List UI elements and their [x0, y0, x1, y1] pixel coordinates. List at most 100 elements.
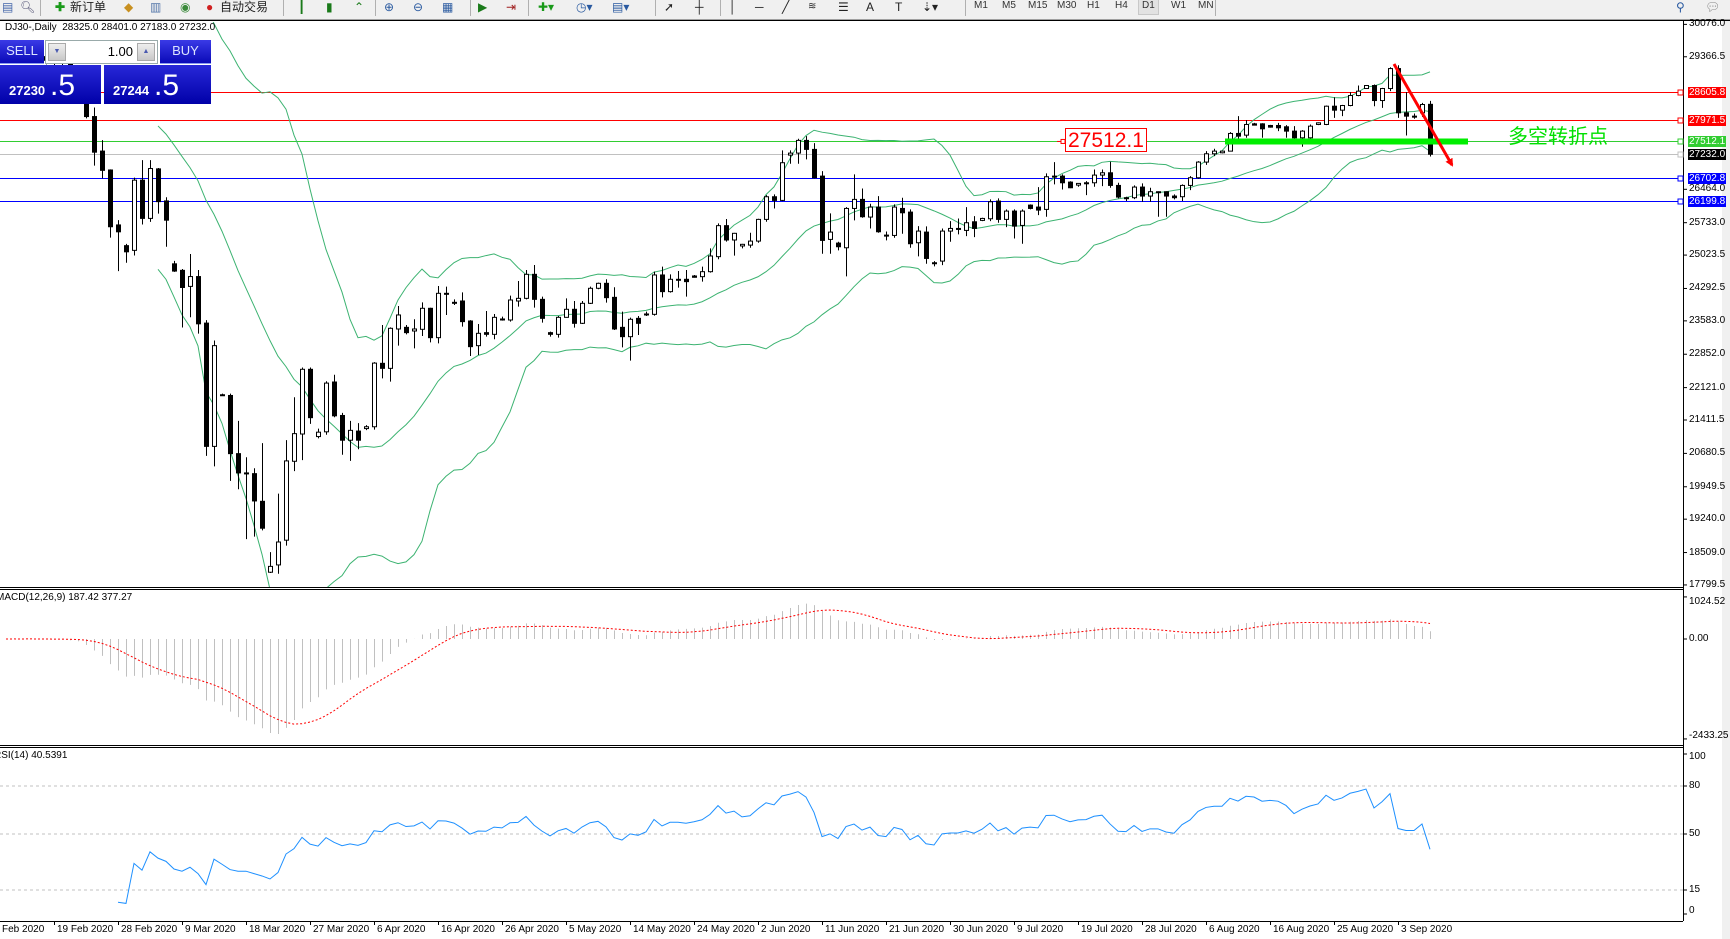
channel-icon[interactable]: ☰ [838, 0, 849, 14]
chart-shift-icon[interactable]: ⇥ [506, 0, 517, 14]
templates-icon[interactable]: ▤▾ [612, 0, 630, 14]
lot-decrease-icon[interactable]: ▼ [48, 43, 66, 61]
timeframe-m15[interactable]: M15 [1028, 0, 1048, 11]
indicators-icon[interactable]: ✚▾ [538, 0, 555, 14]
toolbar-separator [40, 0, 41, 16]
zoom-window-icon[interactable]: 🔍︎ [20, 0, 36, 14]
price-axis-label: 22852.0 [1689, 348, 1726, 360]
search-icon[interactable]: ⚲ [1676, 0, 1685, 14]
candle-bear [332, 381, 337, 417]
macd-pane [5, 603, 1431, 734]
timeframe-mn[interactable]: MN [1198, 0, 1214, 11]
buy-button[interactable]: BUY [160, 40, 211, 64]
bar-chart-icon[interactable]: ┃ [298, 0, 306, 14]
date-axis-label: 28 Feb 2020 [121, 924, 178, 935]
timeframe-m1[interactable]: M1 [974, 0, 988, 11]
candle-bull [796, 139, 801, 154]
line-chart-icon[interactable]: ⌃ [354, 0, 365, 14]
cursor-icon[interactable]: ➚ [664, 0, 675, 14]
candle-bull [1324, 105, 1329, 125]
vertical-line-icon[interactable]: │ [729, 0, 737, 14]
timeframe-w1[interactable]: W1 [1171, 0, 1186, 11]
signals-icon[interactable]: ◉ [180, 0, 191, 14]
pane-frames [0, 20, 1730, 939]
autotrading-button[interactable]: 自动交易 [220, 0, 269, 14]
chat-icon[interactable]: 💬︎ [1705, 0, 1721, 14]
macd-signal-line [5, 609, 1431, 725]
price-axis-label: 17799.5 [1689, 578, 1726, 590]
horizontal-line-icon[interactable]: ─ [755, 0, 764, 14]
navigator-icon[interactable]: ▥ [150, 0, 162, 14]
symbol-label: DJ30-,Daily [5, 22, 57, 33]
lot-size-stepper[interactable]: ▼ 1.00 ▲ [45, 40, 158, 64]
market-watch-icon[interactable]: ◆ [124, 0, 134, 14]
date-axis-label: 9 Mar 2020 [185, 924, 236, 935]
candle-bull [212, 345, 217, 447]
candle-bear [1140, 186, 1145, 197]
lot-increase-icon[interactable]: ▲ [137, 43, 155, 61]
candlestick-icon[interactable]: ▮ [326, 0, 333, 14]
candle-bull [980, 217, 985, 221]
level-price-label[interactable]: 27512.1 [1065, 128, 1147, 152]
timeframe-h4[interactable]: H4 [1115, 0, 1128, 11]
zoom-out-icon[interactable]: ⊖ [413, 0, 424, 14]
candle-bull [348, 429, 353, 441]
date-axis-label: 28 Jul 2020 [1145, 924, 1197, 935]
candle-bull [492, 316, 497, 335]
candle-bear [1116, 184, 1121, 198]
candle-bear [260, 500, 265, 529]
autoscroll-icon[interactable]: ▶ [478, 0, 488, 14]
zoom-in-icon[interactable]: ⊕ [384, 0, 395, 14]
candle-bull [524, 273, 529, 299]
level-anchor-icon [1677, 175, 1684, 182]
candle-bull [420, 307, 425, 330]
level-price-tag: 27232.0 [1688, 148, 1727, 160]
candle-bull [668, 278, 673, 293]
tile-windows-icon[interactable]: ▦ [442, 0, 454, 14]
candle-bull [964, 222, 969, 231]
text-icon[interactable]: A [866, 0, 875, 14]
buy-price-box[interactable]: 27244 .5 [104, 65, 211, 104]
crosshair-icon[interactable]: ┼ [695, 0, 704, 14]
toolbar-separator [528, 0, 529, 16]
candle-bull [1188, 177, 1193, 186]
rsi-axis-label: 50 [1689, 828, 1701, 839]
lot-size-input[interactable]: 1.00 [107, 44, 133, 59]
timeframe-d1[interactable]: D1 [1138, 0, 1159, 15]
timeframe-h1[interactable]: H1 [1087, 0, 1100, 11]
timeframe-m5[interactable]: M5 [1002, 0, 1016, 11]
candle-bull [364, 426, 369, 430]
sell-button[interactable]: SELL [0, 40, 44, 64]
new-order-plus-icon: ✚ [55, 0, 66, 14]
candle-bull [1340, 105, 1345, 111]
candle-bull [828, 231, 833, 240]
candle-bull [788, 152, 793, 156]
candle-bear [204, 322, 209, 447]
candle-bull [628, 318, 633, 338]
date-axis-label: 21 Jun 2020 [889, 924, 945, 935]
candle-bull [476, 332, 481, 347]
candle-bear [572, 308, 577, 324]
arrows-icon[interactable]: ⇣▾ [922, 0, 939, 14]
candle-bull [884, 234, 889, 237]
fibonacci-icon[interactable]: ≋ [808, 1, 817, 12]
level-price-tag: 27512.1 [1688, 135, 1727, 147]
date-axis-label: 16 Aug 2020 [1273, 924, 1330, 935]
new-order-button[interactable]: 新订单 [70, 0, 107, 14]
trendline-icon[interactable]: ╱ [782, 0, 790, 14]
pivot-annotation-text[interactable]: 多空转折点 [1508, 124, 1608, 148]
new-chart-icon[interactable]: ▤ [2, 0, 14, 14]
candle-bull [716, 225, 721, 258]
sell-price-box[interactable]: 27230 .5 [0, 65, 101, 104]
candle-bull [324, 382, 329, 433]
text-label-icon[interactable]: T [895, 0, 903, 14]
candle-bull [1004, 210, 1009, 220]
candle-bear [124, 245, 129, 253]
timeframe-m30[interactable]: M30 [1057, 0, 1077, 11]
candle-bull [708, 255, 713, 273]
toolbar-separator [283, 0, 284, 16]
candles [4, 49, 1433, 574]
periods-icon[interactable]: ◷▾ [576, 0, 593, 14]
candle-bull [1148, 191, 1153, 197]
